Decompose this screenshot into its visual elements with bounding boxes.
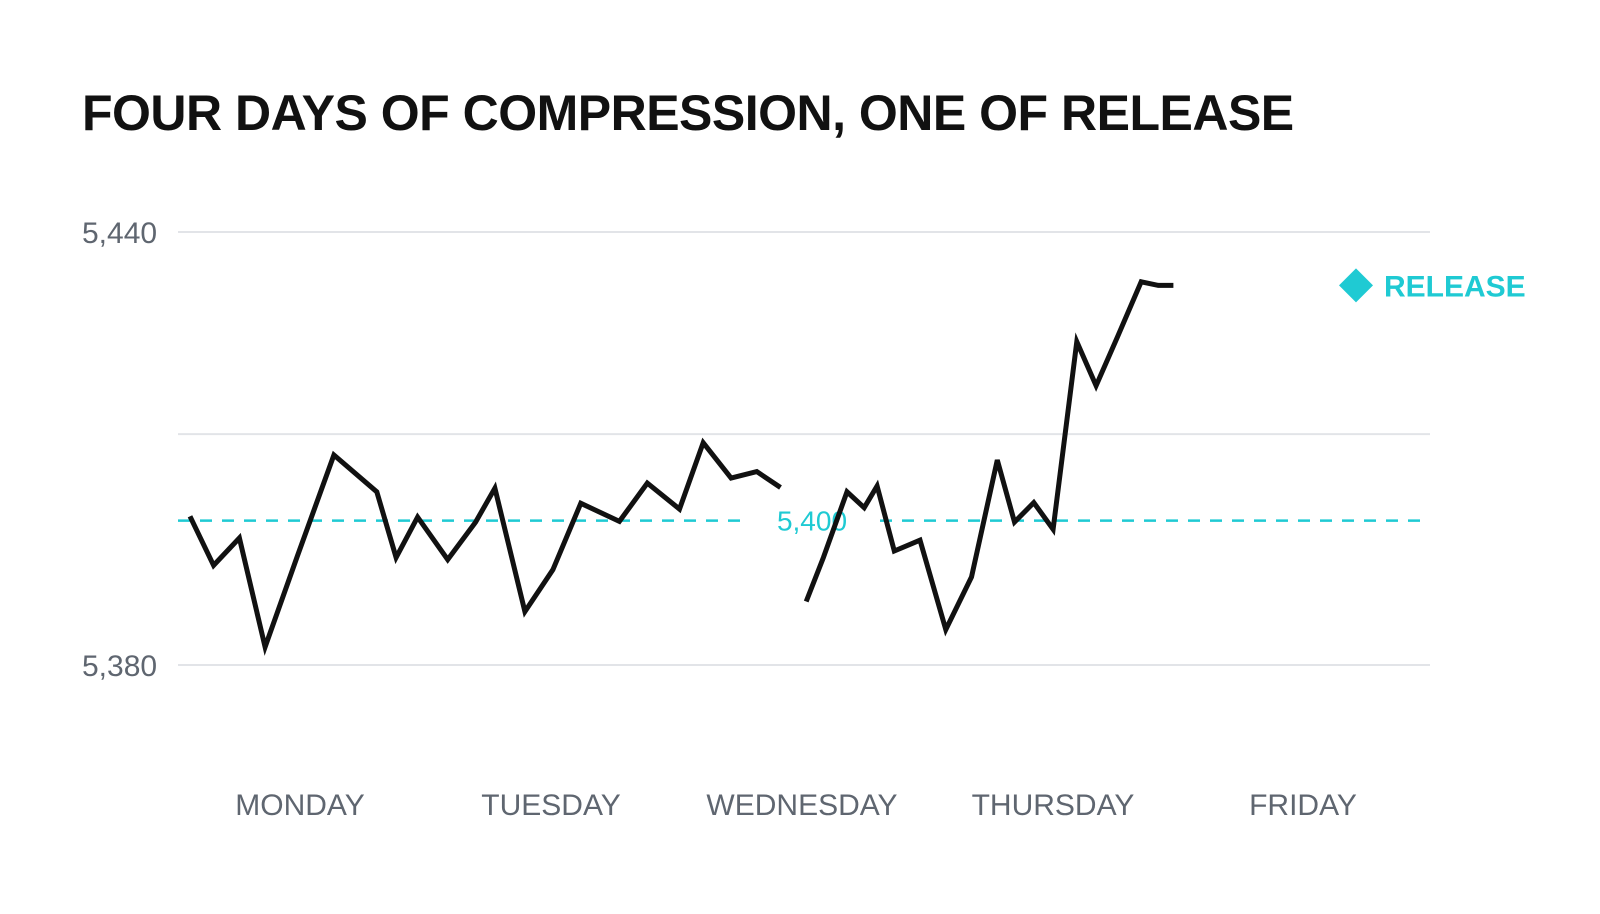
gridlines	[178, 231, 1430, 666]
x-tick-label: TUESDAY	[481, 789, 620, 822]
y-tick-label: 5,380	[82, 650, 157, 683]
x-tick-label: MONDAY	[235, 789, 364, 822]
y-tick-label: 5,440	[82, 217, 157, 250]
x-tick-label: FRIDAY	[1249, 789, 1357, 822]
reference-line-group: 5,400	[178, 506, 1430, 537]
release-label: RELEASE	[1384, 270, 1526, 303]
x-tick-label: WEDNESDAY	[706, 789, 897, 822]
y-tick-labels: 5,440 5,380	[82, 217, 157, 683]
x-tick-labels: MONDAY TUESDAY WEDNESDAY THURSDAY FRIDAY	[235, 789, 1357, 822]
annotation-group: RELEASE	[1339, 268, 1526, 303]
release-marker	[1339, 268, 1373, 303]
series-line-segment	[187, 437, 782, 656]
x-tick-label: THURSDAY	[972, 789, 1135, 822]
chart-title: FOUR DAYS OF COMPRESSION, ONE OF RELEASE	[82, 85, 1294, 141]
series-line-segment	[803, 278, 1174, 637]
series-line	[187, 278, 1174, 656]
